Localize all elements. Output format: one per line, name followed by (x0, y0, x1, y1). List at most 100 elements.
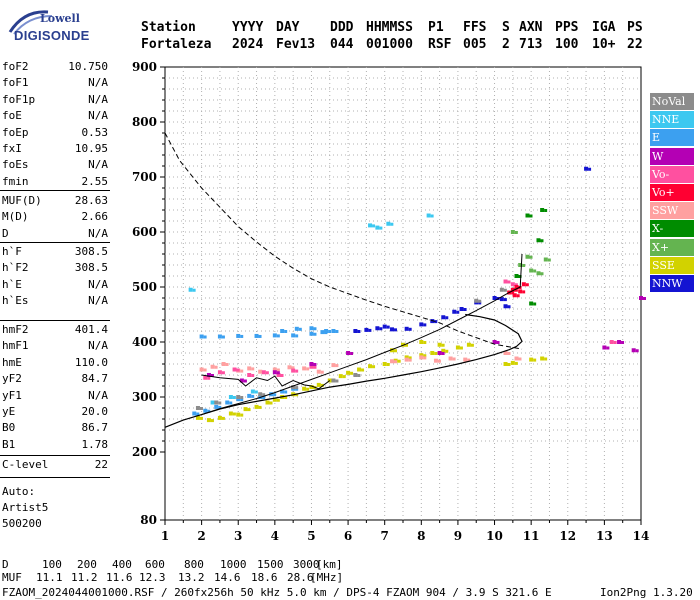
scatter-point-w (631, 348, 636, 353)
scatter-point-e (309, 326, 314, 331)
x-tick-label: 7 (381, 529, 389, 543)
scatter-point-sse (434, 352, 438, 355)
header-value-11: 22 (627, 37, 643, 52)
scatter-point-e (291, 333, 296, 338)
scatter-point-nnw (434, 320, 438, 324)
scatter-point-sse (445, 349, 449, 353)
header-label-1: YYYY (232, 20, 264, 35)
param-divider (0, 190, 110, 191)
param-value: N/A (88, 277, 108, 291)
param-key: foF1 (2, 76, 29, 90)
header-value-3: 044 (330, 37, 354, 52)
scatter-point-sse (503, 362, 508, 366)
param-value: N/A (88, 294, 108, 308)
footer-muf-value: 11.1 (36, 571, 63, 584)
footer-muf-value: 13.2 (178, 571, 205, 584)
scatter-point-e (247, 393, 252, 398)
scatter-point-nne (372, 224, 376, 228)
scatter-point-x (544, 209, 548, 212)
scatter-point-noval (331, 378, 336, 383)
param-key: D (2, 226, 9, 240)
header-value-7: 2 (502, 37, 510, 52)
scatter-point-sse (507, 363, 511, 366)
scatter-point-x (514, 231, 518, 234)
scatter-point-w (206, 373, 211, 377)
header-value-8: 713 (519, 37, 543, 52)
header-label-3: DDD (330, 20, 354, 35)
param-key: yE (2, 405, 16, 418)
param-key: hmF2 (2, 323, 29, 336)
header-label-5: P1 (428, 20, 444, 35)
param-foes: foEs N/A (2, 158, 108, 174)
scatter-point-sse (455, 345, 460, 350)
param-yf2: yF2 84.7 (2, 372, 108, 388)
scatter-point-nne (228, 395, 233, 399)
scatter-point-vo (514, 283, 518, 287)
scatter-point-w (606, 346, 610, 350)
scatter-point-e (313, 327, 317, 331)
scatter-point-w (276, 371, 280, 375)
scatter-point-nne (232, 396, 236, 399)
y-tick-label: 800 (132, 115, 157, 129)
scatter-point-nne (386, 221, 391, 226)
scatter-point-x (525, 213, 530, 218)
param-divider (0, 455, 110, 456)
scatter-point-sse (306, 387, 310, 391)
scatter-point-ssw (291, 366, 295, 370)
header-label-7: S (502, 20, 510, 35)
scatter-point-noval (499, 287, 504, 292)
scatter-point-w (643, 297, 646, 300)
scatter-point-nnw (588, 167, 592, 171)
header-value-6: 005 (463, 37, 487, 52)
param-hme: hmE 110.0 (2, 356, 108, 372)
scatter-point-sse (540, 356, 545, 361)
scatter-point-e (284, 330, 288, 333)
legend-item-x: X- (650, 220, 694, 238)
x-tick-label: 3 (234, 529, 242, 543)
scatter-point-vo (261, 370, 266, 375)
scatter-point-nne (430, 214, 434, 218)
scatter-point-ssw (287, 365, 292, 370)
scatter-point-sse (386, 363, 390, 366)
scatter-point-sse (217, 415, 222, 420)
param-value: 22 (94, 458, 108, 471)
scatter-point-e (280, 389, 285, 394)
scatter-point-e (262, 396, 266, 399)
scatter-point-noval (291, 385, 296, 390)
scatter-point-nnw (463, 308, 467, 311)
x-tick-label: 1 (161, 529, 169, 543)
scatter-point-e (331, 329, 336, 333)
scatter-point-vo (207, 376, 211, 380)
scatter-point-ssw (240, 369, 244, 373)
scatter-point-vo (295, 369, 299, 373)
scatter-point-x (536, 271, 541, 276)
footer-muf-value: 14.6 (214, 571, 241, 584)
scatter-point-nne (390, 222, 394, 226)
param-value: 2.66 (81, 210, 109, 224)
param-b1: B1 1.78 (2, 438, 108, 454)
scatter-point-vo (291, 368, 296, 373)
param-key: hmE (2, 355, 22, 369)
scatter-point-sse (408, 356, 412, 360)
scatter-point-w (313, 363, 317, 366)
scatter-point-vo (510, 287, 515, 292)
scatter-point-w (639, 296, 643, 300)
x-tick-label: 5 (307, 529, 315, 543)
param-value: 10.750 (68, 60, 108, 73)
x-tick-label: 2 (197, 529, 205, 543)
auto-label: Auto: (2, 485, 36, 498)
scatter-point-sse (394, 349, 398, 353)
scatter-point-sse (320, 383, 324, 387)
scatter-point-x (529, 268, 534, 273)
param-value: 84.7 (81, 372, 109, 386)
scatter-point-sse (232, 412, 236, 416)
scatter-point-nnw (499, 297, 504, 302)
legend-item-nne: NNE (650, 111, 694, 129)
scatter-point-noval (240, 396, 244, 399)
param-divider (0, 477, 110, 478)
scatter-point-x (536, 238, 541, 243)
param-key: h`F (2, 245, 22, 258)
scatter-point-w (602, 345, 607, 350)
scatter-point-vo (521, 282, 526, 287)
footer-d-value: 100 (42, 558, 62, 571)
